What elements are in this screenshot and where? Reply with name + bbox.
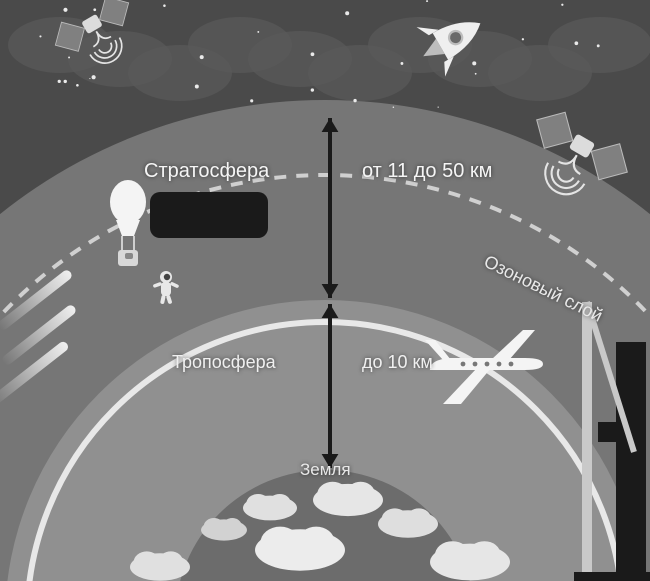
callout-box <box>150 192 268 238</box>
troposphere-range-label: до 10 км <box>362 352 433 373</box>
earth-label: Земля <box>300 460 351 480</box>
stratosphere-name-label: Стратосфера <box>144 160 269 183</box>
troposphere-name-label: Тропосфера <box>172 352 276 373</box>
stratosphere-range-label: от 11 до 50 км <box>362 160 492 183</box>
